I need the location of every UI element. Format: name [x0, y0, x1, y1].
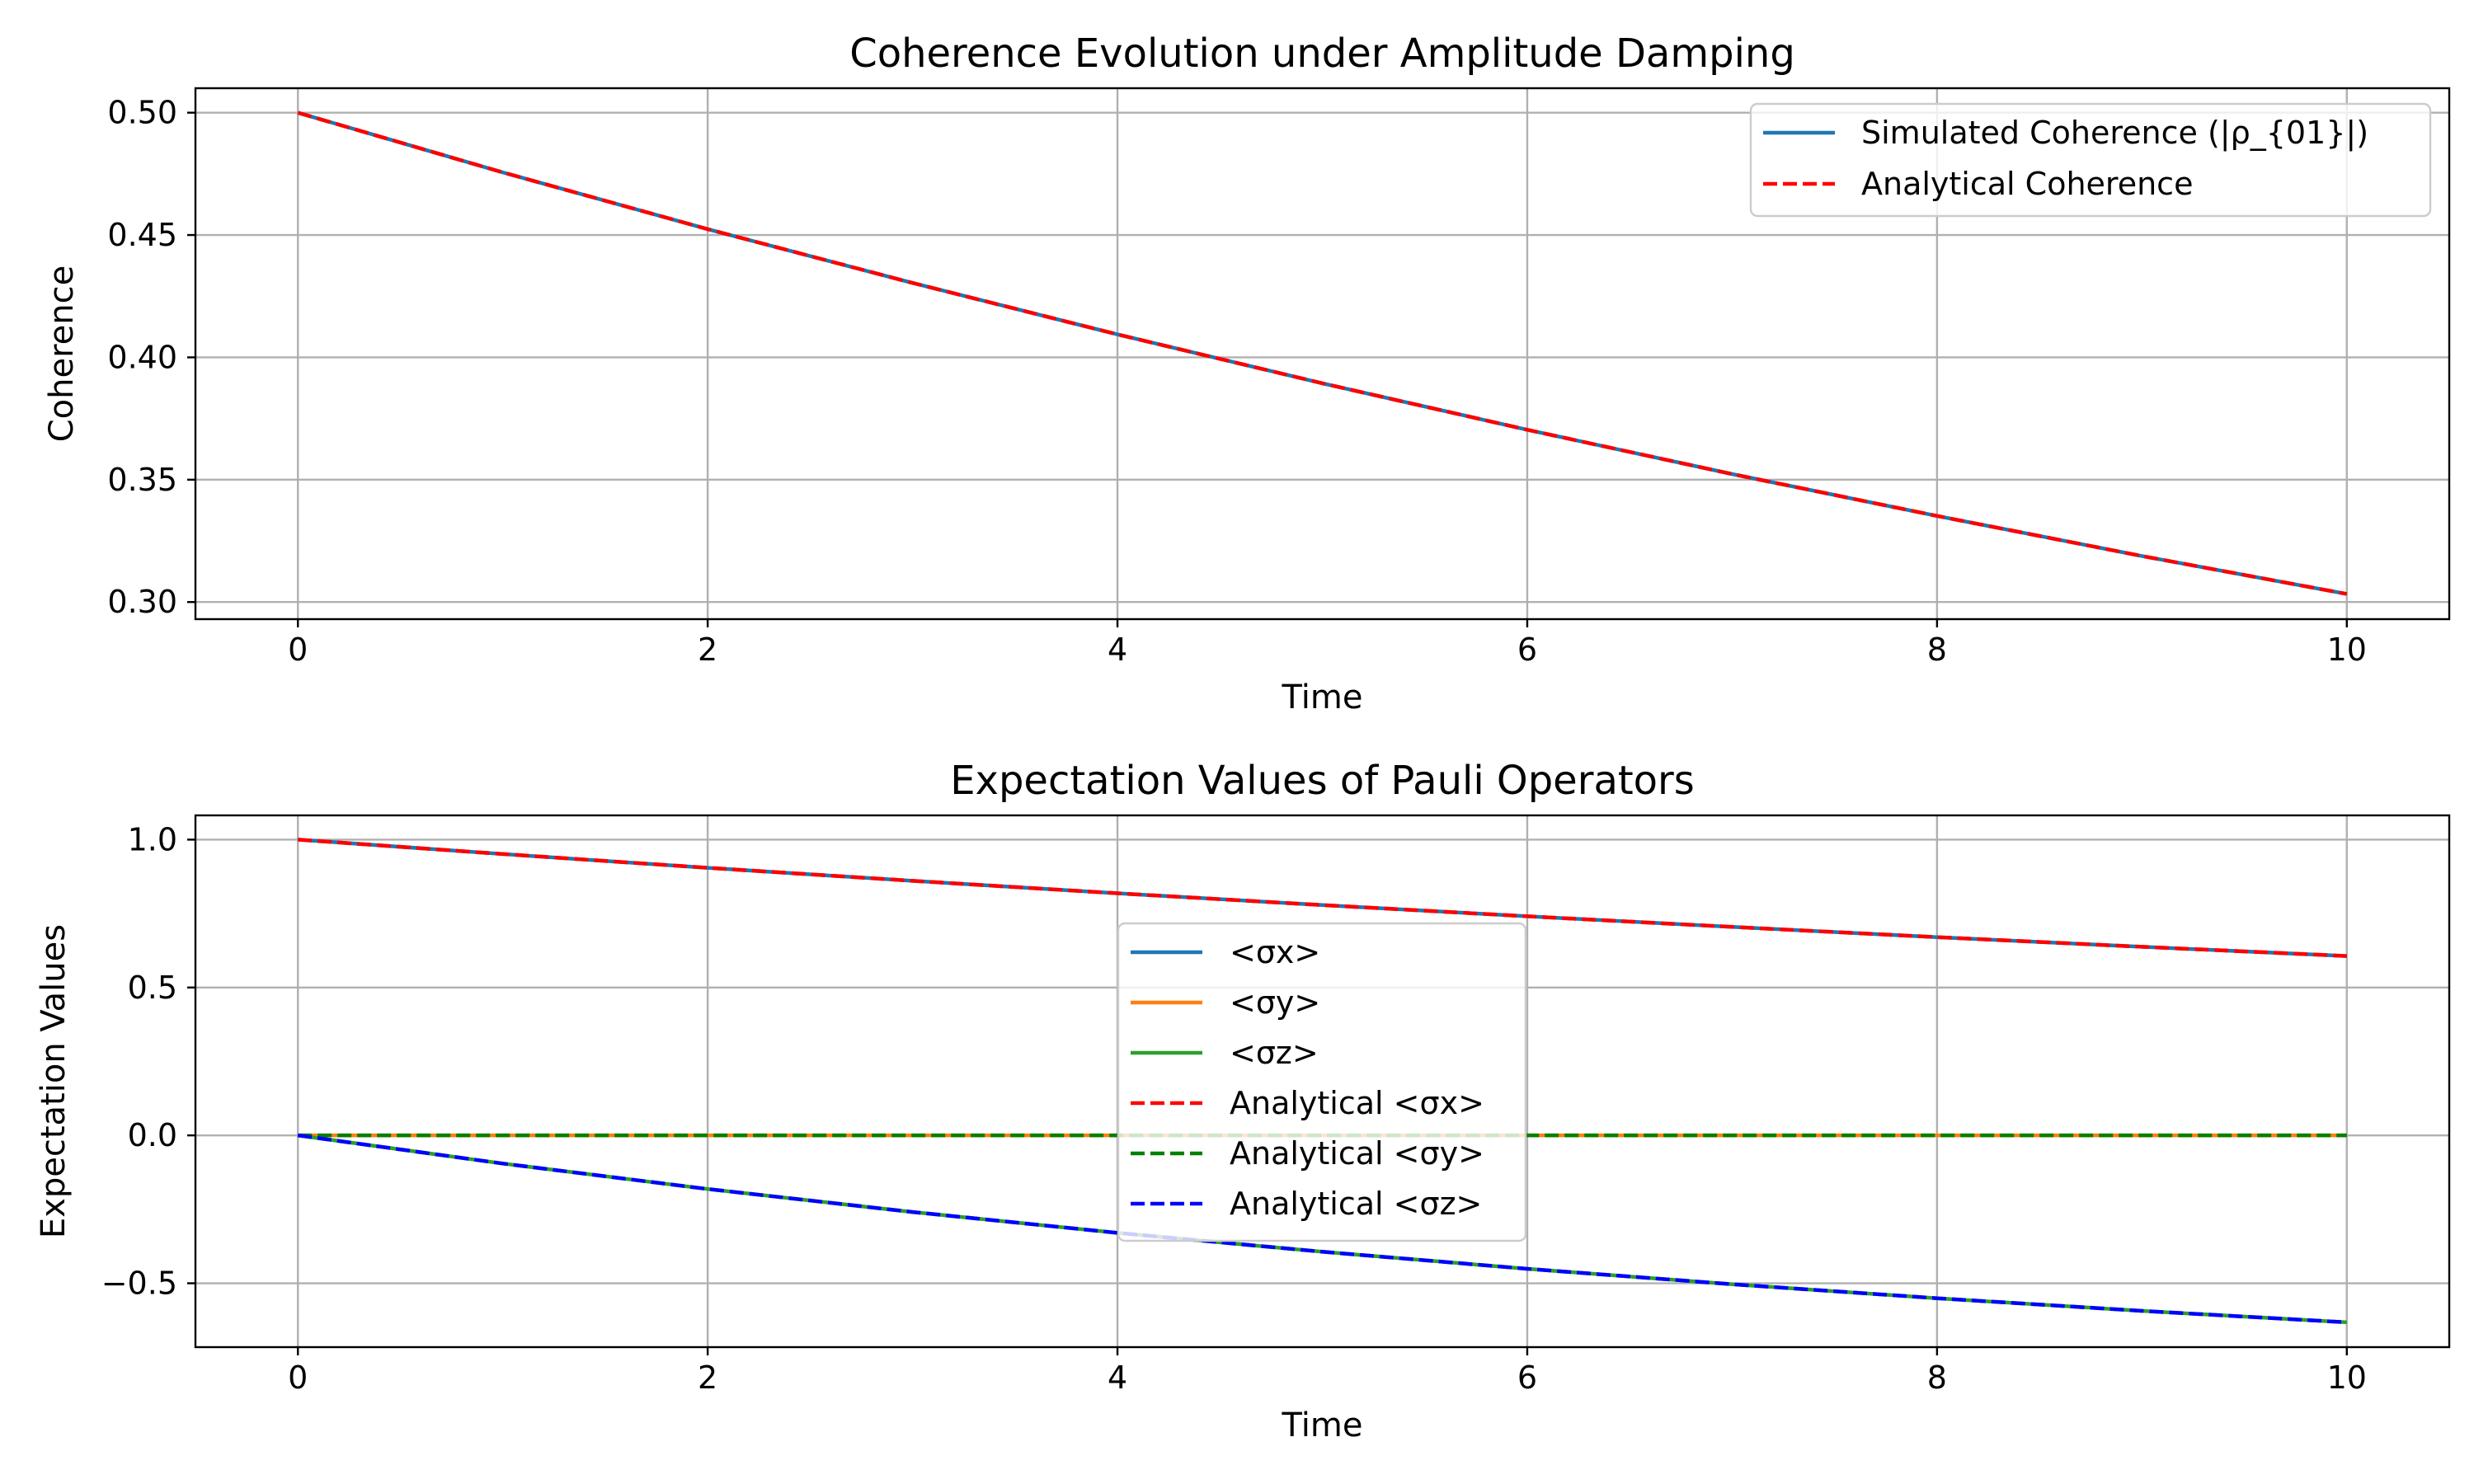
legend-label: Analytical <σy>: [1230, 1135, 1484, 1172]
x-tick-label: 2: [698, 632, 717, 668]
legend-box: [1117, 922, 1527, 1242]
series-line-2: [297, 110, 2348, 596]
x-axis-label: Time: [1282, 679, 1363, 716]
x-tick-label: 6: [1517, 632, 1537, 668]
x-tick-label: 8: [1927, 1360, 1947, 1396]
x-tick-label: 10: [2327, 632, 2367, 668]
y-tick-label: −0.5: [101, 1266, 177, 1302]
legend-label: Analytical <σx>: [1230, 1085, 1484, 1121]
x-tick-label: 6: [1517, 1360, 1537, 1396]
x-tick-label: 0: [288, 632, 308, 668]
y-tick-label: 0.35: [107, 462, 177, 498]
series-line-6: [297, 1133, 2347, 1325]
y-tick-label: 0.45: [107, 217, 177, 253]
chart-2: 0 2 4 6 8 10 −0.5 0.0 0.5 1.0 Expectation Values o…: [35, 758, 2451, 1444]
legend-label: <σy>: [1230, 984, 1320, 1021]
y-tick-label: 0.5: [128, 970, 177, 1006]
x-axis-label: Time: [1282, 1407, 1363, 1444]
axes-frame: [194, 87, 2451, 621]
legend-label: Simulated Coherence (|ρ_{01}|): [1861, 115, 2368, 152]
x-tick-label: 10: [2327, 1360, 2367, 1396]
axes-frame: [194, 814, 2451, 1349]
legend-label: <σz>: [1230, 1035, 1319, 1071]
y-tick-label: 0.50: [107, 95, 177, 131]
x-tick-label: 0: [288, 1360, 308, 1396]
x-tick-label: 2: [698, 1360, 717, 1396]
x-tick-label: 4: [1108, 1360, 1127, 1396]
y-axis-label: Expectation Values: [35, 924, 73, 1238]
x-tick-label: 4: [1108, 632, 1127, 668]
legend-label: Analytical Coherence: [1861, 166, 2193, 202]
chart-1: 0 2 4 6 8 10 0.30 0.35 0.40 0.45 0.50 Coherence Evo…: [43, 31, 2451, 716]
y-tick-label: 1.0: [128, 821, 177, 857]
legend: Simulated Coherence (|ρ_{01}|) Analytical…: [1749, 102, 2432, 218]
y-tick-label: 0.40: [107, 339, 177, 375]
chart-title: Expectation Values of Pauli Operators: [950, 758, 1695, 804]
y-axis-label: Coherence: [43, 265, 81, 443]
legend-label: Analytical <σz>: [1230, 1186, 1482, 1222]
legend-box: [1749, 102, 2432, 218]
legend: <σx> <σy> <σz> Analytical <σx> Analytical <σ…: [1117, 922, 1527, 1242]
series-line-4: [298, 838, 2347, 958]
y-tick-label: 0.0: [128, 1117, 177, 1153]
chart-title: Coherence Evolution under Amplitude Damp…: [849, 31, 1795, 77]
legend-label: <σx>: [1230, 934, 1320, 970]
y-tick-label: 0.30: [107, 584, 177, 620]
x-tick-label: 8: [1927, 632, 1947, 668]
